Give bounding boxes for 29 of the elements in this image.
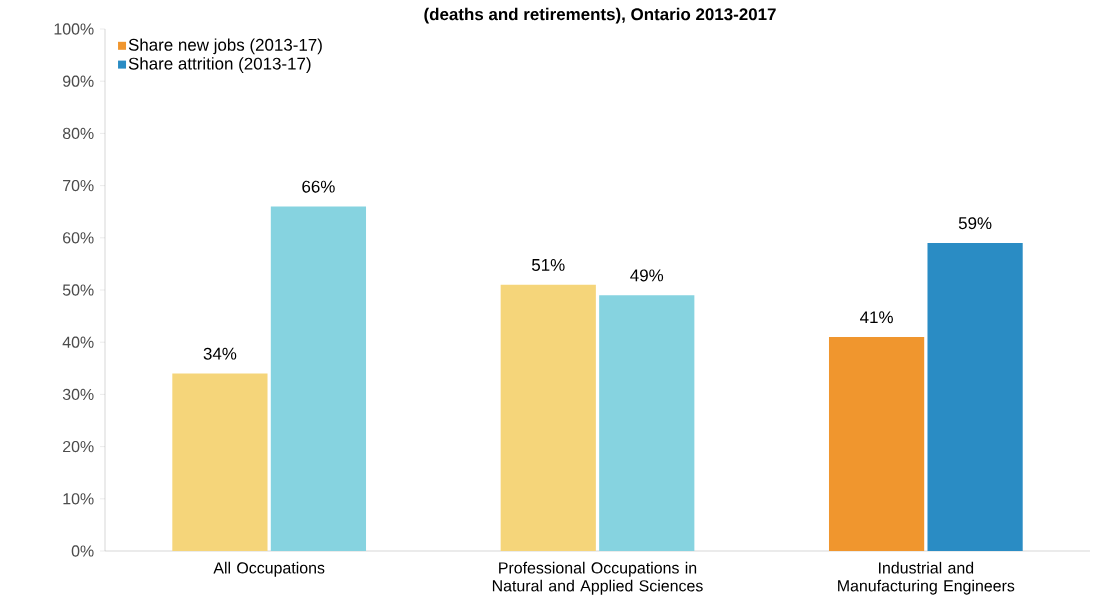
data-label: 59% [958, 217, 992, 230]
bar [500, 284, 596, 551]
data-label: 34% [203, 347, 237, 360]
bar [927, 243, 1023, 551]
y-tick-label: 90% [63, 75, 94, 87]
chart-title: (deaths and retirements), Ontario 2013-2017 [424, 7, 776, 24]
y-tick-label: 80% [62, 127, 94, 140]
data-label: 41% [860, 311, 893, 324]
data-label: 49% [630, 269, 664, 282]
legend-label: Share attrition (2013-17) [128, 57, 311, 73]
bar [270, 206, 367, 551]
x-tick-label: Industrial and Manufacturing Engineers [838, 561, 1015, 595]
bar [172, 373, 268, 551]
y-tick-label: 10% [63, 493, 94, 505]
y-tick-label: 60% [63, 232, 94, 244]
x-tick-label: All Occupations [213, 561, 325, 577]
y-tick-label: 0% [71, 545, 94, 557]
bar [599, 295, 695, 551]
y-tick-label: 100% [54, 23, 94, 35]
legend-label: Share new jobs (2013-17) [128, 38, 322, 55]
bar [828, 336, 925, 551]
y-tick-label: 40% [62, 336, 94, 348]
data-label: 66% [302, 180, 335, 193]
y-tick-label: 20% [63, 440, 94, 453]
x-tick-label: Professional Occupations in Natural and Applied Sciences [492, 561, 703, 595]
data-label: 51% [531, 259, 565, 271]
y-tick-label: 70% [63, 179, 94, 192]
y-tick-label: 30% [62, 388, 94, 401]
y-tick-label: 50% [62, 284, 94, 296]
